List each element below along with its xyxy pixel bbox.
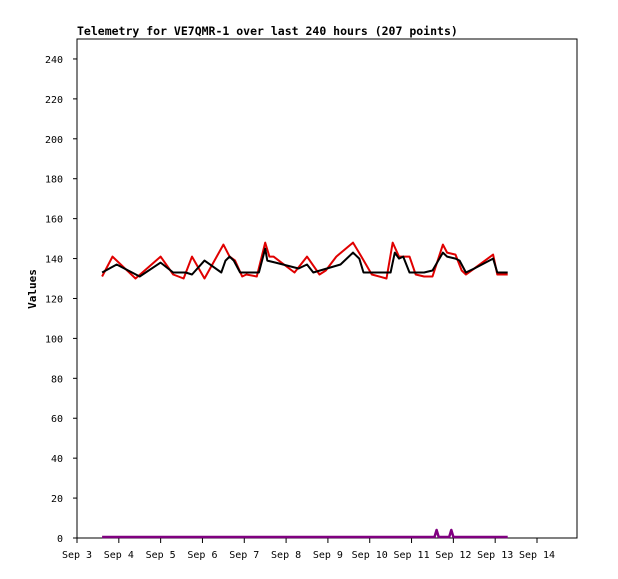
x-tick-label: Sep 11 xyxy=(393,550,429,561)
y-tick-label: 60 xyxy=(51,414,63,425)
y-tick-label: 80 xyxy=(51,374,63,385)
series-line-1 xyxy=(101,241,508,280)
x-axis: Sep 3 Sep 4 Sep 5 Sep 6 Sep 7 Sep 8 Sep 9 Sep 1… xyxy=(62,538,555,561)
series-line-2 xyxy=(101,247,508,278)
x-tick-label: Sep 12 xyxy=(435,550,471,561)
series-layer xyxy=(101,241,508,539)
y-tick-label: 120 xyxy=(45,294,63,305)
chart-title: Telemetry for VE7QMR-1 over last 240 hou… xyxy=(77,24,458,38)
y-tick-label: 200 xyxy=(45,135,63,146)
x-tick-label: Sep 14 xyxy=(519,550,555,561)
x-tick-label: Sep 13 xyxy=(477,550,513,561)
y-tick-label: 180 xyxy=(45,175,63,186)
y-axis: 0 20 40 60 80 100 120 140 160 180 200 220 240 xyxy=(45,55,77,545)
y-tick-label: 100 xyxy=(45,334,63,345)
plot-frame xyxy=(76,38,578,539)
x-tick-label: Sep 4 xyxy=(104,550,134,561)
series-line-3 xyxy=(102,528,508,539)
y-tick-label: 20 xyxy=(51,494,63,505)
x-tick-label: Sep 6 xyxy=(187,550,217,561)
y-tick-label: 140 xyxy=(45,255,63,266)
y-tick-label: 40 xyxy=(51,454,63,465)
y-tick-label: 160 xyxy=(45,215,63,226)
x-tick-label: Sep 9 xyxy=(313,550,343,561)
y-tick-label: 0 xyxy=(57,534,63,545)
y-tick-label: 240 xyxy=(45,55,63,66)
x-tick-label: Sep 5 xyxy=(146,550,176,561)
x-tick-label: Sep 10 xyxy=(352,550,388,561)
x-tick-label: Sep 3 xyxy=(62,550,92,561)
y-axis-label: Values xyxy=(26,269,39,309)
y-tick-label: 220 xyxy=(45,95,63,106)
x-tick-label: Sep 7 xyxy=(229,550,259,561)
x-tick-label: Sep 8 xyxy=(271,550,301,561)
